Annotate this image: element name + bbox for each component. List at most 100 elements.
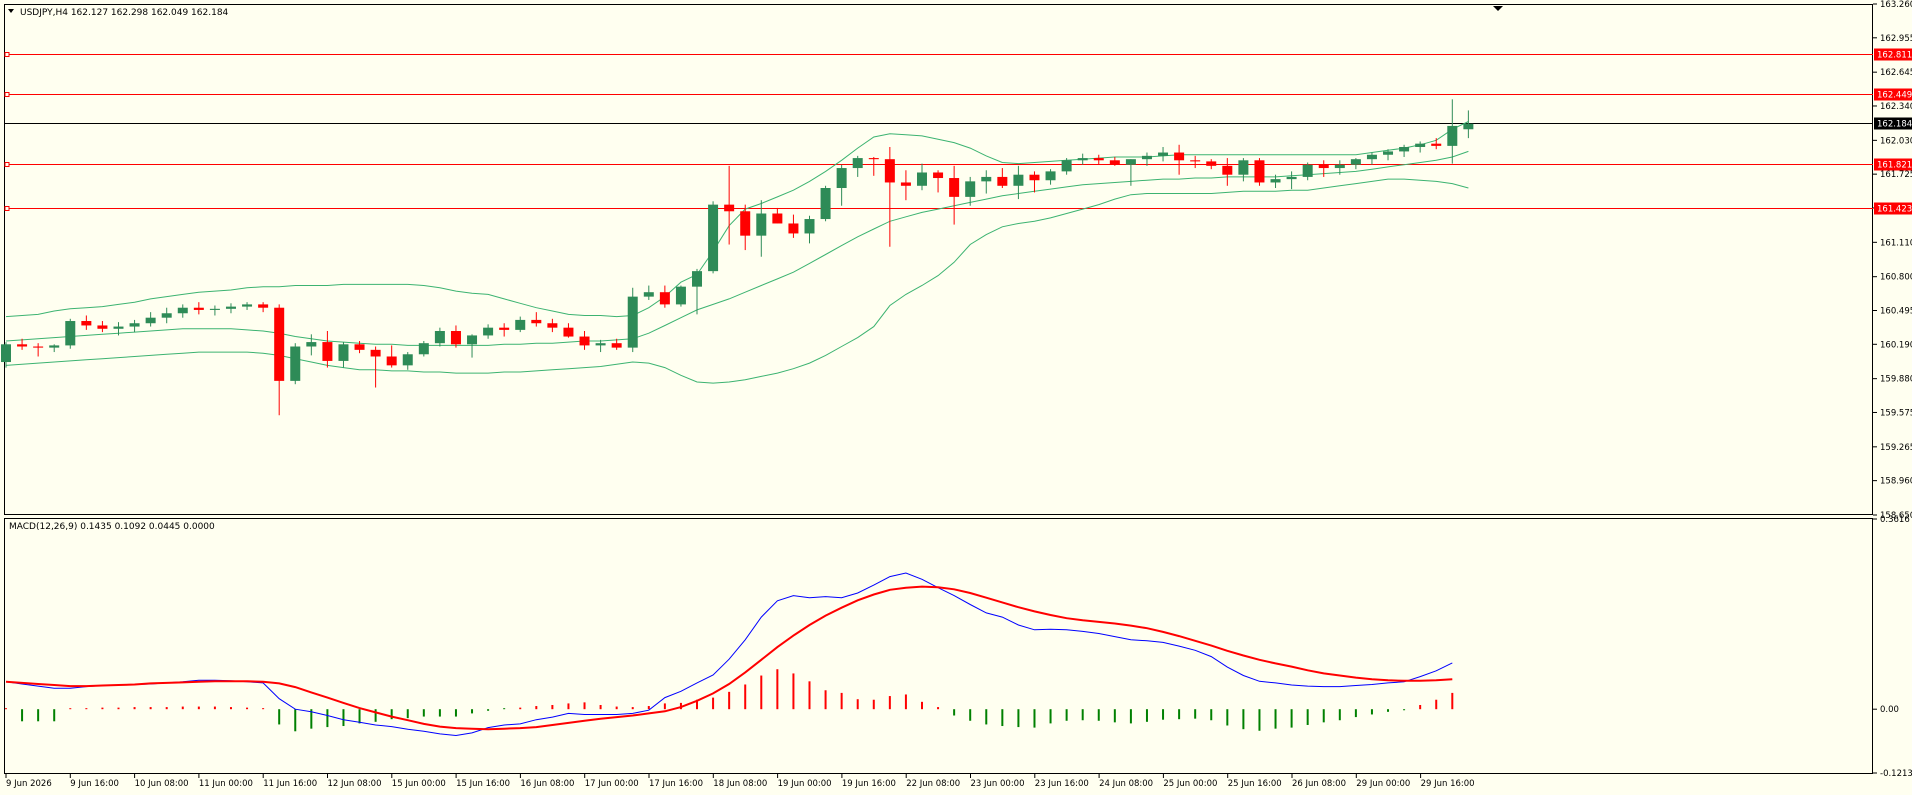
bull-candle <box>1 344 11 363</box>
bear-candle <box>81 321 92 326</box>
bear-candle <box>579 336 590 346</box>
bear-candle <box>531 319 542 324</box>
price-axis-label: 160.800 <box>1880 273 1912 283</box>
time-axis-label: 19 Jun 00:00 <box>778 779 832 789</box>
bull-candle <box>306 342 317 347</box>
bear-candle <box>563 327 574 337</box>
price-axis-label: 162.030 <box>1880 136 1912 146</box>
macd-signal-line <box>5 585 1453 731</box>
bull-candle <box>1383 151 1394 155</box>
bear-candle <box>386 356 397 366</box>
level-anchor <box>4 52 10 57</box>
bull-candle <box>113 326 124 329</box>
bull-candle <box>1334 164 1345 169</box>
bull-candle <box>1238 160 1249 175</box>
bear-candle <box>1318 164 1329 169</box>
price-axis-label: 162.340 <box>1880 102 1912 112</box>
bollinger-lower-line <box>5 178 1469 384</box>
bull-candle <box>1270 179 1281 183</box>
bull-candle <box>434 330 445 344</box>
bear-candle <box>949 178 960 197</box>
time-axis-label: 10 Jun 08:00 <box>135 779 189 789</box>
chart-menu-triangle-icon[interactable] <box>8 9 14 13</box>
time-axis-label: 17 Jun 16:00 <box>649 779 703 789</box>
macd-lines <box>5 572 1453 737</box>
scroll-shift-marker-icon[interactable] <box>1493 6 1503 11</box>
bear-candle <box>370 349 381 357</box>
bull-candle <box>1141 155 1152 160</box>
bull-candle <box>338 344 349 361</box>
bull-candle <box>981 176 992 182</box>
price-level-tag <box>1874 117 1912 130</box>
bear-candle <box>450 330 461 345</box>
bull-candle <box>129 323 140 327</box>
time-axis-label: 23 Jun 16:00 <box>1035 779 1089 789</box>
price-axis-label: 159.575 <box>1880 408 1912 418</box>
price-level-tag <box>1874 158 1912 171</box>
price-axis-label: 163.260 <box>1880 0 1912 10</box>
bear-candle <box>258 304 269 308</box>
bear-candle <box>997 176 1008 186</box>
bear-candle <box>1222 165 1233 175</box>
price-axis-label: 158.960 <box>1880 477 1912 487</box>
bull-candle <box>836 168 847 189</box>
bear-candle <box>772 213 783 224</box>
bear-candle <box>33 346 44 348</box>
level-anchor <box>4 206 10 211</box>
price-axis-label: 162.955 <box>1880 34 1912 44</box>
bull-candle <box>1045 171 1056 181</box>
bull-candle <box>852 158 863 169</box>
bollinger-middle-line <box>5 150 1469 346</box>
price-panel-frame <box>4 4 1873 515</box>
time-axis-label: 23 Jun 00:00 <box>971 779 1025 789</box>
level-anchor <box>4 162 10 167</box>
bull-candle <box>1061 160 1072 172</box>
bull-candle <box>1158 152 1169 156</box>
bear-candle <box>1029 174 1040 181</box>
bull-candle <box>643 292 654 297</box>
bull-candle <box>209 308 220 310</box>
price-level-tag <box>1874 48 1912 61</box>
time-axis-label: 25 Jun 16:00 <box>1228 779 1282 789</box>
bear-candle <box>499 327 510 330</box>
bull-candle <box>595 343 606 346</box>
bull-candle <box>1463 123 1474 130</box>
price-level-tag-label: 161.821 <box>1877 161 1912 171</box>
price-axis-label: 160.495 <box>1880 306 1912 316</box>
bull-candle <box>1350 159 1361 165</box>
bollinger-bands <box>5 121 1469 384</box>
bull-candle <box>49 345 60 348</box>
bull-candle <box>1447 125 1458 146</box>
time-axis-label: 17 Jun 00:00 <box>585 779 639 789</box>
bear-candle <box>1190 160 1201 162</box>
macd-axis-label: 0.00 <box>1880 705 1899 715</box>
price-axis-label: 160.190 <box>1880 340 1912 350</box>
macd-axis-label: -0.1213 <box>1880 769 1912 779</box>
bull-candle <box>515 319 526 330</box>
price-axis-label: 159.265 <box>1880 443 1912 453</box>
level-anchor <box>4 92 10 97</box>
bear-candle <box>274 307 285 381</box>
bear-candle <box>1206 161 1217 166</box>
chart-symbol-info: USDJPY,H4 162.127 162.298 162.049 162.18… <box>20 8 229 18</box>
bull-candle <box>675 286 686 305</box>
bear-candle <box>547 323 558 328</box>
bear-candle <box>1174 152 1185 161</box>
bear-candle <box>740 211 751 236</box>
bear-candle <box>322 342 333 361</box>
price-axis-label: 161.725 <box>1880 170 1912 180</box>
bull-candle <box>916 172 927 186</box>
bear-candle <box>933 172 944 179</box>
bull-candle <box>225 306 236 309</box>
time-axis-label: 12 Jun 08:00 <box>328 779 382 789</box>
bear-candle <box>900 182 911 186</box>
bear-candle <box>788 223 799 234</box>
price-level-tag <box>1874 88 1912 101</box>
bull-candle <box>627 296 638 348</box>
bull-candle <box>1077 158 1088 161</box>
time-axis-label: 15 Jun 00:00 <box>392 779 446 789</box>
bull-candle <box>1302 164 1313 177</box>
bull-candle <box>708 204 719 272</box>
time-axis-label: 11 Jun 00:00 <box>199 779 253 789</box>
